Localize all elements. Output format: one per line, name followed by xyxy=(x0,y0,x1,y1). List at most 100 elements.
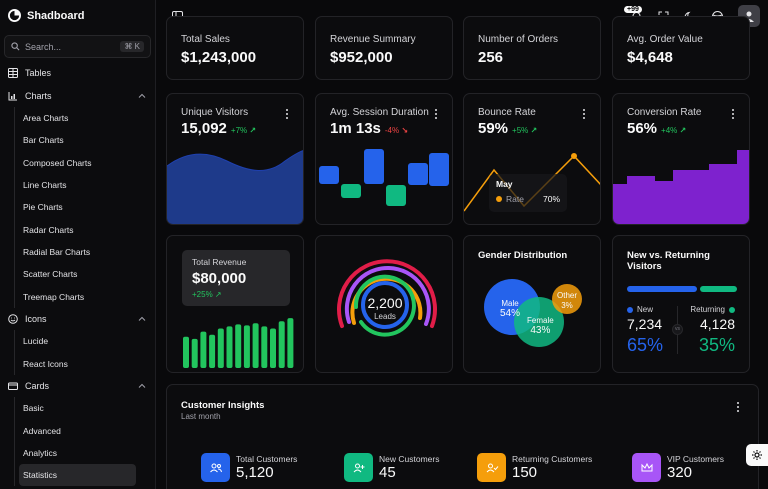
fullscreen-icon xyxy=(658,11,669,21)
returning-visitors-legend: Returning xyxy=(690,305,735,314)
chevron-up-icon[interactable] xyxy=(138,315,146,323)
revenue-value: $80,000 xyxy=(192,270,247,287)
insight-label: Total Customers xyxy=(236,454,298,464)
gender-distribution-card: Gender Distribution Male 54% Female 43% Ot… xyxy=(463,235,601,373)
tooltip-dot xyxy=(496,196,502,202)
metric-value: 1m 13s -4% ↘ xyxy=(330,120,408,137)
metric-value: 15,092 +7% ↗ xyxy=(181,120,256,137)
app-logo[interactable]: Shadboard xyxy=(8,9,84,22)
insight-label: VIP Customers xyxy=(667,454,725,464)
revenue-bar xyxy=(235,324,242,368)
other-label-text: Other xyxy=(557,291,578,300)
stat-card-avg-order-value: Avg. Order Value $4,648 xyxy=(612,16,750,80)
chevron-up-icon[interactable] xyxy=(138,92,146,100)
search-shortcut: ⌘ K xyxy=(120,41,144,52)
leads-label: Leads xyxy=(374,312,396,321)
sidebar-item-tables[interactable]: Tables xyxy=(0,62,156,85)
sidebar-item-icons[interactable]: Icons xyxy=(0,308,156,331)
revenue-bar xyxy=(191,338,198,368)
revenue-bar xyxy=(287,318,294,368)
more-options-icon[interactable] xyxy=(582,108,586,120)
sidebar-item-lucide[interactable]: Lucide xyxy=(23,336,49,347)
sidebar-item-scatter-charts[interactable]: Scatter Charts xyxy=(23,269,78,280)
sidebar-item-charts[interactable]: Charts xyxy=(0,85,156,108)
gear-icon xyxy=(752,450,762,460)
new-label: New xyxy=(637,305,654,314)
customer-insights-card: Customer Insights Last month Total Custo… xyxy=(166,384,759,489)
sidebar-item-pie-charts[interactable]: Pie Charts xyxy=(23,202,63,213)
revenue-title: Total Revenue xyxy=(192,257,247,267)
stat-card-revenue-summary: Revenue Summary $952,000 xyxy=(315,16,453,80)
sidebar: Shadboard Search... ⌘ K Tables Charts Ar… xyxy=(0,0,156,489)
step-area-chart xyxy=(613,150,749,224)
radial-ring-3 xyxy=(350,276,423,325)
sidebar-item-radial-bar-charts[interactable]: Radial Bar Charts xyxy=(23,246,91,257)
radial-bar-chart xyxy=(337,259,437,337)
more-options-icon[interactable] xyxy=(434,108,438,120)
sidebar-item-radar-charts[interactable]: Radar Charts xyxy=(23,224,74,235)
metric-delta: -4% xyxy=(384,126,400,135)
charts-submenu: Area Charts Bar Charts Composed Charts L… xyxy=(14,107,156,308)
radial-ring-outer xyxy=(337,259,437,328)
revenue-bar xyxy=(252,323,259,368)
metric-delta: +7% xyxy=(230,126,248,135)
stat-title: Avg. Order Value xyxy=(627,34,703,45)
more-options-icon[interactable] xyxy=(736,401,740,413)
insight-returning-customers: Returning Customers 150 xyxy=(477,453,592,482)
sidebar-item-line-charts[interactable]: Line Charts xyxy=(23,180,67,191)
male-label-text: Male xyxy=(501,299,519,308)
sidebar-item-statistics[interactable]: Statistics xyxy=(19,464,136,487)
candle-5 xyxy=(408,163,428,185)
sidebar-item-react-icons[interactable]: React Icons xyxy=(23,358,68,369)
radial-ring-inner xyxy=(361,281,409,329)
more-options-icon[interactable] xyxy=(731,108,735,120)
sidebar-item-area-charts[interactable]: Area Charts xyxy=(23,113,69,124)
trend-up-icon: ↗ xyxy=(677,126,687,135)
revenue-bar xyxy=(183,336,189,368)
insight-value: 5,120 xyxy=(236,464,274,481)
metric-title: Bounce Rate xyxy=(478,107,536,118)
sidebar-item-bar-charts[interactable]: Bar Charts xyxy=(23,135,64,146)
insight-new-customers: New Customers 45 xyxy=(344,453,439,482)
radial-ring-2 xyxy=(344,265,431,326)
candle-1 xyxy=(319,166,339,184)
stat-value: 256 xyxy=(478,49,504,66)
card-icon xyxy=(8,382,18,391)
stat-value: $952,000 xyxy=(330,49,393,66)
sidebar-item-label: Icons xyxy=(25,313,47,324)
metric-card-unique-visitors: Unique Visitors 15,092 +7% ↗ xyxy=(166,93,304,225)
logo-icon xyxy=(8,9,21,22)
other-pct: 3% xyxy=(561,301,573,310)
sidebar-item-composed-charts[interactable]: Composed Charts xyxy=(23,157,92,168)
area-chart xyxy=(167,150,303,224)
revenue-bar-chart xyxy=(183,318,294,368)
other-label: Other 3% xyxy=(557,291,577,311)
revenue-bar xyxy=(261,326,268,368)
stat-title: Revenue Summary xyxy=(330,34,416,45)
sidebar-item-treemap-charts[interactable]: Treemap Charts xyxy=(23,291,85,302)
insight-text: VIP Customers 320 xyxy=(667,454,724,481)
stat-title: Total Sales xyxy=(181,34,230,45)
stat-title: Number of Orders xyxy=(478,34,559,45)
male-pct: 54% xyxy=(500,308,521,319)
revenue-summary-box: Total Revenue $80,000 +25% ↗ xyxy=(182,250,290,306)
chevron-up-icon[interactable] xyxy=(138,382,146,390)
settings-button[interactable] xyxy=(746,444,768,466)
search-input[interactable]: Search... ⌘ K xyxy=(4,35,151,58)
sidebar-item-advanced[interactable]: Advanced xyxy=(23,425,61,436)
fullscreen-button[interactable] xyxy=(657,10,670,23)
icons-submenu: Lucide React Icons xyxy=(14,330,156,375)
stat-value: $4,648 xyxy=(627,49,673,66)
insight-label: Returning Customers xyxy=(512,454,593,464)
user-plus-icon xyxy=(344,453,373,482)
area-line xyxy=(167,150,303,171)
bubble-female xyxy=(514,297,564,347)
sidebar-item-analytics[interactable]: Analytics xyxy=(23,448,58,458)
candle-2 xyxy=(341,184,361,198)
sidebar-item-cards[interactable]: Cards xyxy=(0,375,156,398)
more-options-icon[interactable] xyxy=(285,108,289,120)
sidebar-item-basic[interactable]: Basic xyxy=(23,403,44,414)
search-placeholder: Search... xyxy=(25,41,62,52)
male-label: Male 54% xyxy=(500,299,520,319)
sidebar-item-label: Charts xyxy=(25,90,52,101)
